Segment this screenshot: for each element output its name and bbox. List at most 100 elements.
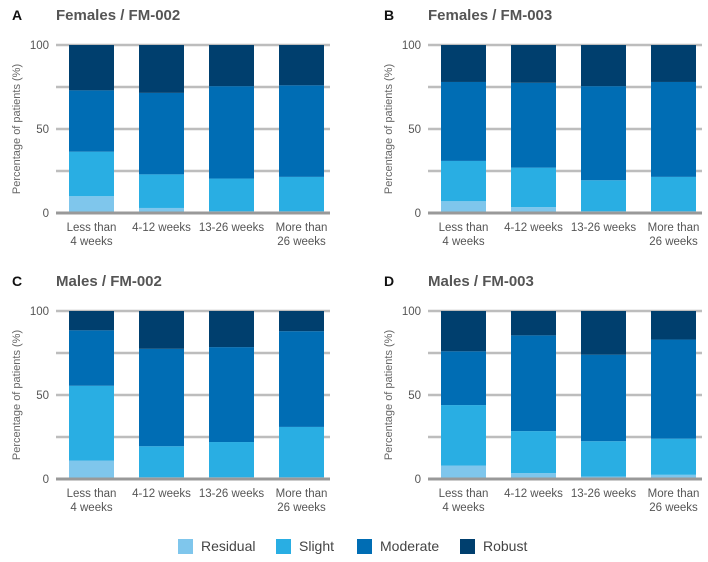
panel-b-bar-slight-1 — [511, 167, 556, 208]
panel-c-bar-slight-0 — [69, 385, 114, 461]
panel-c-bar-moderate-3 — [279, 331, 324, 427]
panel-d-bar-robust-0 — [441, 311, 486, 352]
panel-d-bar-moderate-0 — [441, 351, 486, 406]
panel-d-bar-robust-2 — [581, 311, 626, 355]
legend-item-residual: Residual — [178, 538, 255, 554]
panel-d-bar-slight-0 — [441, 405, 486, 466]
panel-d-category-label-0-0: Less than — [439, 488, 489, 500]
panel-a-category-label-3-1: 26 weeks — [277, 236, 326, 248]
panel-b-ylabel: Percentage of patients (%) — [383, 64, 395, 194]
panel-b-ytick-100: 100 — [402, 40, 421, 52]
panel-c-category-label-1-0: 4-12 weeks — [132, 488, 191, 500]
panel-d-bar-moderate-1 — [511, 335, 556, 432]
legend-item-robust: Robust — [460, 538, 527, 554]
panel-b-title: Females / FM-003 — [428, 7, 552, 24]
panel-a-letter: A — [12, 7, 22, 23]
panel-c-title: Males / FM-002 — [56, 273, 162, 290]
panel-c-bar-slight-1 — [139, 446, 184, 478]
panel-a-ytick-50: 50 — [36, 124, 49, 136]
legend-swatch-residual — [178, 538, 193, 554]
panel-a-bar-moderate-0 — [69, 90, 114, 152]
panel-c-bar-residual-0 — [69, 460, 114, 479]
legend: Residual Slight Moderate Robust — [0, 538, 708, 562]
legend-label-robust: Robust — [483, 538, 528, 554]
panel-c-category-label-0-1: 4 weeks — [70, 502, 112, 514]
panel-a-ytick-100: 100 — [30, 40, 49, 52]
panel-b-category-label-3-0: More than — [648, 222, 700, 234]
panel-b-bar-robust-1 — [511, 45, 556, 83]
panel-c-bar-slight-3 — [279, 426, 324, 478]
panel-b-bar-robust-2 — [581, 45, 626, 87]
panel-c-bar-moderate-2 — [209, 347, 254, 443]
panel-a-bar-robust-0 — [69, 45, 114, 91]
panel-b-bar-robust-3 — [651, 45, 696, 82]
panel-d-category-label-1-0: 4-12 weeks — [504, 488, 563, 500]
panel-a-bar-slight-0 — [69, 151, 114, 197]
panel-c-ytick-50: 50 — [36, 390, 49, 402]
panel-d-bar-moderate-2 — [581, 354, 626, 442]
panel-c-bar-slight-2 — [209, 442, 254, 478]
panel-b-letter: B — [384, 7, 394, 23]
panel-d-category-label-3-0: More than — [648, 488, 700, 500]
panel-d-title: Males / FM-003 — [428, 273, 534, 290]
panel-a-category-label-0-1: 4 weeks — [70, 236, 112, 248]
legend-swatch-robust — [460, 538, 475, 554]
panel-b-bar-residual-1 — [511, 207, 556, 213]
panel-b-bar-slight-2 — [581, 180, 626, 212]
panel-d-bar-moderate-3 — [651, 339, 696, 439]
panel-c-ytick-100: 100 — [30, 306, 49, 318]
panel-d-category-label-0-1: 4 weeks — [442, 502, 484, 514]
panel-b-ytick-50: 50 — [408, 124, 421, 136]
legend-item-moderate: Moderate — [357, 538, 439, 554]
panel-b-category-label-3-1: 26 weeks — [649, 236, 698, 248]
panel-c-ylabel: Percentage of patients (%) — [11, 330, 23, 460]
panel-b-category-label-1-0: 4-12 weeks — [504, 222, 563, 234]
panel-a-ytick-0: 0 — [43, 208, 49, 220]
legend-item-slight: Slight — [276, 538, 334, 554]
panel-d-bar-robust-1 — [511, 311, 556, 336]
panel-d-ytick-0: 0 — [415, 474, 421, 486]
panel-c-category-label-3-1: 26 weeks — [277, 502, 326, 514]
panel-a-bar-slight-1 — [139, 174, 184, 208]
panel-a-bar-moderate-1 — [139, 92, 184, 175]
panel-c-bar-moderate-0 — [69, 330, 114, 386]
panel-c-bar-robust-0 — [69, 311, 114, 331]
panel-c-category-label-0-0: Less than — [67, 488, 117, 500]
panel-b-category-label-0-0: Less than — [439, 222, 489, 234]
panel-b-ytick-0: 0 — [415, 208, 421, 220]
panel-d-bar-residual-0 — [441, 465, 486, 479]
legend-swatch-moderate — [357, 538, 372, 554]
panel-c-bar-moderate-1 — [139, 348, 184, 447]
figure: A Females / FM-002 Less than 4 weeks 4-12 we… — [11, 7, 702, 514]
panel-d-ytick-50: 50 — [408, 390, 421, 402]
panel-b-bar-moderate-1 — [511, 82, 556, 168]
panel-a-bar-slight-3 — [279, 176, 324, 212]
panel-d-bar-slight-1 — [511, 431, 556, 474]
panel-d-bar-residual-3 — [651, 474, 696, 479]
panel-d-bar-robust-3 — [651, 311, 696, 340]
panel-a-ylabel: Percentage of patients (%) — [11, 64, 23, 194]
panel-a-title: Females / FM-002 — [56, 7, 180, 24]
panel-a-bar-moderate-2 — [209, 86, 254, 179]
panel-c-category-label-2-0: 13-26 weeks — [199, 488, 264, 500]
panel-b-bar-moderate-3 — [651, 81, 696, 177]
panel-a-bar-robust-3 — [279, 45, 324, 86]
panel-c-bar-robust-1 — [139, 311, 184, 349]
panel-a-bar-robust-1 — [139, 45, 184, 93]
panel-d-bar-slight-2 — [581, 441, 626, 477]
panel-c-bar-robust-2 — [209, 311, 254, 348]
legend-label-slight: Slight — [299, 538, 335, 554]
legend-swatch-slight — [276, 538, 291, 554]
panel-d-letter: D — [384, 273, 394, 289]
panel-b-bar-robust-0 — [441, 45, 486, 82]
panel-d-bar-residual-1 — [511, 473, 556, 479]
panel-a-bar-moderate-3 — [279, 85, 324, 177]
legend-label-residual: Residual — [201, 538, 256, 554]
panel-b-bar-slight-0 — [441, 160, 486, 202]
panel-a-category-label-2-0: 13-26 weeks — [199, 222, 264, 234]
panel-a-bar-slight-2 — [209, 178, 254, 212]
panel-b-bar-slight-3 — [651, 176, 696, 212]
panel-c-bar-robust-3 — [279, 311, 324, 332]
legend-label-moderate: Moderate — [380, 538, 440, 554]
panel-b-bar-moderate-2 — [581, 86, 626, 181]
